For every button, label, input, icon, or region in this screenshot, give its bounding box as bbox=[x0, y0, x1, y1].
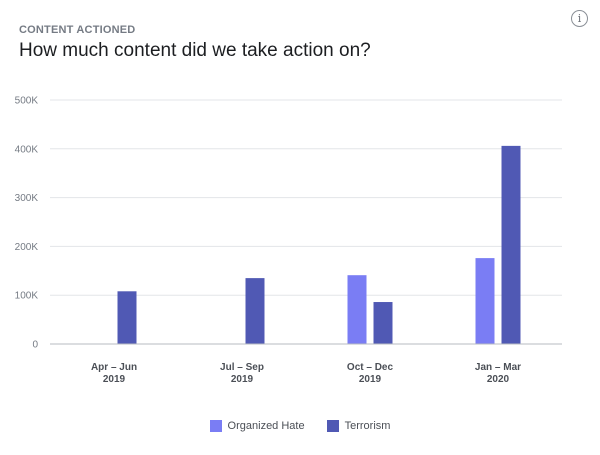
bars bbox=[117, 145, 521, 344]
legend: Organized Hate Terrorism bbox=[0, 420, 600, 432]
bar-terrorism[interactable] bbox=[373, 302, 393, 344]
x-category-year: 2019 bbox=[103, 374, 126, 385]
legend-swatch bbox=[326, 420, 339, 432]
y-tick-label: 200K bbox=[15, 242, 39, 253]
y-tick-label: 500K bbox=[15, 96, 39, 107]
bar-terrorism[interactable] bbox=[245, 278, 265, 344]
x-category-label: Jan – Mar bbox=[475, 362, 521, 373]
bar-organized-hate[interactable] bbox=[475, 258, 495, 344]
x-category-year: 2019 bbox=[359, 374, 382, 385]
legend-item-organized-hate[interactable]: Organized Hate bbox=[209, 420, 305, 432]
x-category-year: 2020 bbox=[487, 374, 510, 385]
info-icon[interactable]: i bbox=[571, 10, 588, 27]
bar-terrorism[interactable] bbox=[501, 145, 521, 344]
x-category-label: Jul – Sep bbox=[220, 362, 264, 373]
y-tick-label: 100K bbox=[15, 291, 39, 302]
y-tick-label: 0 bbox=[32, 340, 38, 351]
bar-organized-hate[interactable] bbox=[347, 275, 367, 344]
page-title: How much content did we take action on? bbox=[19, 40, 371, 61]
y-tick-label: 400K bbox=[15, 144, 39, 155]
x-category-label: Oct – Dec bbox=[347, 362, 394, 373]
legend-label: Organized Hate bbox=[227, 420, 305, 432]
legend-swatch bbox=[209, 420, 222, 432]
section-eyebrow: CONTENT ACTIONED bbox=[19, 24, 136, 36]
legend-label: Terrorism bbox=[344, 420, 391, 432]
y-tick-labels: 0 100K 200K 300K 400K 500K bbox=[15, 96, 39, 351]
x-category-year: 2019 bbox=[231, 374, 254, 385]
x-category-label: Apr – Jun bbox=[91, 362, 137, 373]
bar-terrorism[interactable] bbox=[117, 291, 137, 344]
y-tick-label: 300K bbox=[15, 193, 39, 204]
legend-item-terrorism[interactable]: Terrorism bbox=[326, 420, 391, 432]
